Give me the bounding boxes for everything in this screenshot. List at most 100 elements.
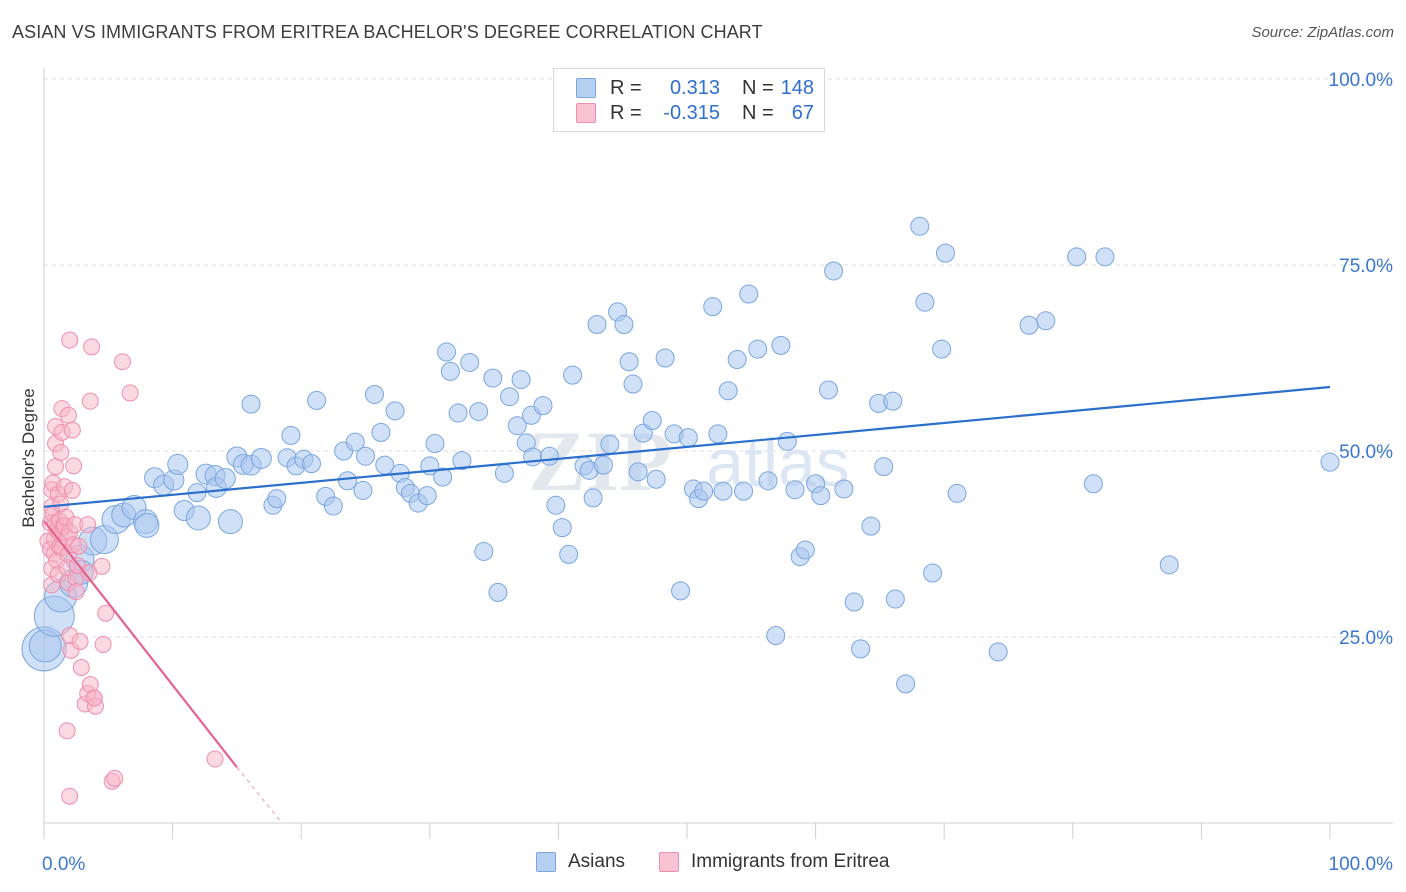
asian-point <box>185 505 211 531</box>
eritrea-point <box>65 457 83 475</box>
asian-point <box>507 416 527 436</box>
eritrea-n-label: N = <box>742 101 774 124</box>
asian-point <box>614 315 634 335</box>
asian-point <box>365 384 385 404</box>
eritrea-point <box>63 421 81 439</box>
eritrea-point <box>58 722 76 740</box>
asian-point <box>628 462 648 482</box>
asian-point <box>546 495 566 515</box>
asian-point <box>766 626 786 646</box>
asian-point <box>923 563 943 583</box>
asian-point <box>217 509 243 535</box>
y-axis-label: Bachelor's Degree <box>19 388 38 527</box>
asian-point <box>646 469 666 489</box>
asian-point <box>356 446 375 466</box>
asian-points <box>21 216 1340 694</box>
legend-item-eritrea: Immigrants from Eritrea <box>659 851 889 873</box>
asian-point <box>824 261 844 281</box>
y-tick-label: 50.0% <box>1339 442 1393 463</box>
asian-point <box>818 380 838 400</box>
asian-point <box>811 486 831 506</box>
eritrea-point <box>113 353 131 371</box>
asian-point <box>385 401 405 421</box>
asian-point <box>885 589 905 609</box>
asian-legend-swatch <box>536 852 556 872</box>
asian-r-label: R = <box>610 76 642 99</box>
eritrea-point <box>206 750 224 768</box>
eritrea-point <box>85 689 103 707</box>
asian-point <box>915 292 935 312</box>
asian-point <box>734 481 754 501</box>
eritrea-point <box>97 604 115 622</box>
asian-point <box>1320 452 1340 472</box>
asian-trend-line <box>43 385 1331 508</box>
asian-point <box>861 516 881 536</box>
eritrea-point <box>106 769 124 787</box>
x-tick-label: 100.0% <box>1329 854 1394 875</box>
asian-point <box>552 518 572 538</box>
asian-point <box>425 434 445 454</box>
source-label: Source: ZipAtlas.com <box>1251 24 1394 41</box>
asian-r-value: 0.313 <box>669 76 720 99</box>
asian-point <box>932 339 952 359</box>
eritrea-point <box>61 331 79 349</box>
asian-point <box>469 402 489 422</box>
eritrea-point <box>47 458 65 476</box>
asian-legend-label: Asians <box>568 851 626 872</box>
eritrea-legend-label: Immigrants from Eritrea <box>691 851 890 872</box>
asian-point <box>844 592 864 612</box>
asian-point <box>600 434 620 454</box>
asian-point <box>708 424 728 444</box>
asian-point <box>896 674 916 694</box>
asian-point <box>281 425 301 445</box>
asian-point <box>167 453 189 475</box>
y-tick-label: 25.0% <box>1339 628 1393 649</box>
eritrea-point <box>121 384 139 402</box>
asian-point <box>777 431 797 451</box>
gridlines <box>44 78 1393 638</box>
asian-point <box>1095 247 1115 267</box>
legend-row-eritrea: R = -0.315 N = 67 <box>576 101 814 125</box>
asian-point <box>1083 474 1103 494</box>
asian-point <box>655 348 675 368</box>
eritrea-point <box>83 338 101 356</box>
asian-point <box>947 483 967 503</box>
eritrea-point <box>72 659 90 677</box>
asian-point <box>1159 555 1179 575</box>
tick-labels: 25.0% 50.0% 75.0% 100.0% 0.0% 100.0% <box>42 70 1393 875</box>
asian-point <box>417 486 437 506</box>
asian-n-value: 148 <box>780 76 814 99</box>
asian-point <box>500 387 520 407</box>
eritrea-point <box>79 516 97 534</box>
eritrea-point <box>59 406 77 424</box>
asian-point <box>694 481 714 501</box>
legend-row-asians: R = 0.313 N = 148 <box>576 76 814 100</box>
asian-point <box>727 349 747 369</box>
trend-lines <box>43 385 1331 824</box>
asian-point <box>511 370 531 390</box>
asian-point <box>214 468 236 490</box>
asian-point <box>483 368 503 388</box>
eritrea-points <box>39 331 224 805</box>
asian-point <box>623 374 643 394</box>
asian-point <box>703 297 723 317</box>
asian-point <box>718 381 738 401</box>
asian-point <box>910 216 930 236</box>
eritrea-legend-swatch <box>659 852 679 872</box>
legend-item-asians: Asians <box>536 851 625 873</box>
asian-point <box>935 243 955 263</box>
asian-point <box>371 422 391 442</box>
asian-point <box>1036 311 1056 331</box>
asian-point <box>241 394 261 414</box>
asian-point <box>523 447 543 467</box>
asian-n-label: N = <box>742 76 774 99</box>
chart-title: ASIAN VS IMMIGRANTS FROM ERITREA BACHELO… <box>12 22 763 42</box>
eritrea-point <box>94 635 112 653</box>
asian-point <box>250 447 272 469</box>
y-tick-label: 75.0% <box>1339 256 1393 277</box>
eritrea-trend-line <box>43 520 238 768</box>
asian-point <box>748 339 768 359</box>
asian-point <box>307 390 327 410</box>
asian-point <box>851 639 871 659</box>
